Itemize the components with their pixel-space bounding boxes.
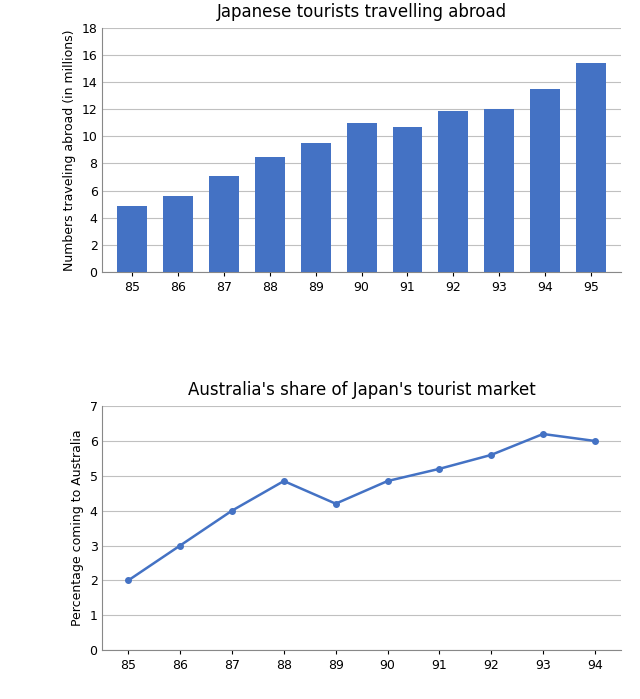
Title: Australia's share of Japan's tourist market: Australia's share of Japan's tourist mar… — [188, 381, 536, 399]
Bar — [347, 123, 376, 272]
Y-axis label: Percentage coming to Australia: Percentage coming to Australia — [71, 430, 84, 626]
Y-axis label: Numbers traveling abroad (in millions): Numbers traveling abroad (in millions) — [63, 29, 76, 271]
Bar — [255, 157, 285, 272]
Bar — [301, 143, 331, 272]
Title: Japanese tourists travelling abroad: Japanese tourists travelling abroad — [216, 3, 507, 21]
Bar — [392, 127, 422, 272]
Bar — [576, 63, 606, 272]
Bar — [484, 109, 514, 272]
Bar — [438, 110, 468, 272]
Bar — [530, 89, 560, 272]
Bar — [163, 196, 193, 272]
Bar — [209, 175, 239, 272]
Bar — [117, 206, 147, 272]
